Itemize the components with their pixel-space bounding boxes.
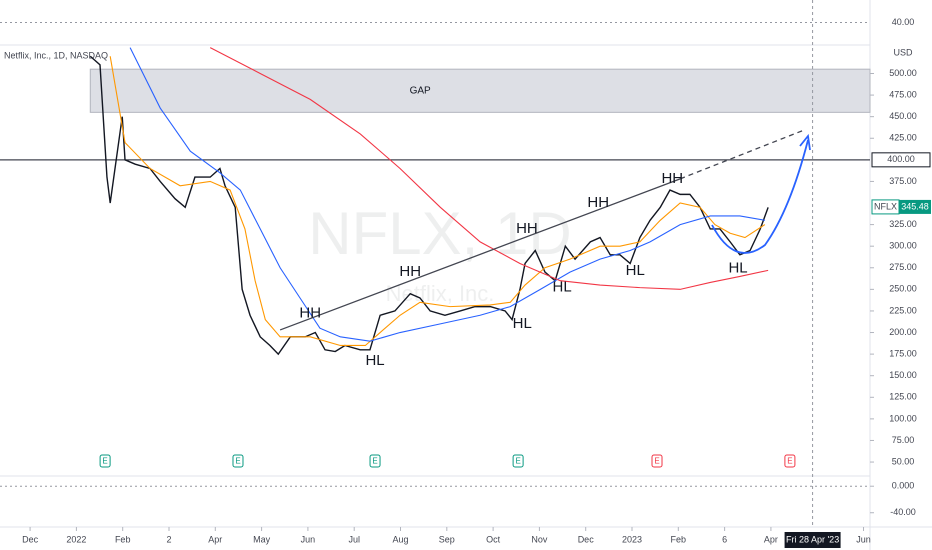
price-tag: 345.48 xyxy=(901,201,929,211)
y-tick-label: 75.00 xyxy=(892,435,915,445)
y-tick-label: 500.00 xyxy=(889,68,917,78)
x-tick-label: Jun xyxy=(856,534,871,544)
trendline-projection xyxy=(679,129,806,180)
x-tick-label: 2022 xyxy=(66,534,86,544)
moving-average xyxy=(209,47,769,290)
y-tick-label: 450.00 xyxy=(889,111,917,121)
y-tick-label: 125.00 xyxy=(889,392,917,402)
x-tick-label: Dec xyxy=(22,534,39,544)
price-tag-symbol: NFLX xyxy=(874,201,897,211)
x-tick-label: Feb xyxy=(115,534,131,544)
moving-average xyxy=(129,47,765,342)
x-tick-label: May xyxy=(253,534,271,544)
watermark: NFLX, 1D xyxy=(308,200,571,267)
earnings-marker xyxy=(651,454,663,468)
macd-tick-label: -40.00 xyxy=(890,507,916,517)
trendline xyxy=(279,178,681,331)
pattern-label: HH xyxy=(516,220,538,237)
earnings-label: E xyxy=(102,457,107,466)
pattern-label: HL xyxy=(626,262,645,279)
currency: USD xyxy=(893,47,913,57)
y-tick-label: 150.00 xyxy=(889,370,917,380)
earnings-marker xyxy=(99,454,111,468)
projection-arrow xyxy=(711,139,809,254)
chart-title: Netflix, Inc., 1D, NASDAQ xyxy=(4,50,108,60)
crosshair-date-bg xyxy=(784,532,841,548)
x-tick-label: Oct xyxy=(486,534,501,544)
x-tick-label: 2023 xyxy=(622,534,642,544)
y-tick-label: 325.00 xyxy=(889,219,917,229)
y-tick-label: 175.00 xyxy=(889,348,917,358)
earnings-marker xyxy=(232,454,244,468)
earnings-marker xyxy=(512,454,524,468)
earnings-label: E xyxy=(235,457,240,466)
pattern-label: HH xyxy=(587,194,609,211)
x-tick-label: Sep xyxy=(439,534,455,544)
x-tick-label: 6 xyxy=(722,534,727,544)
earnings-label: E xyxy=(372,457,377,466)
x-tick-label: Nov xyxy=(531,534,548,544)
y-tick-label: 300.00 xyxy=(889,241,917,251)
pattern-label: HL xyxy=(553,279,572,296)
macd-tick-label: 0.000 xyxy=(892,481,915,491)
pattern-label: HL xyxy=(365,352,384,369)
y-tick-label: 275.00 xyxy=(889,262,917,272)
x-tick-label: Jul xyxy=(348,534,360,544)
pattern-label: HL xyxy=(728,260,747,277)
x-tick-label: Apr xyxy=(208,534,222,544)
crosshair-date: Fri 28 Apr '23 xyxy=(786,534,839,544)
price-line xyxy=(89,55,769,356)
y-tick-label: 50.00 xyxy=(892,456,915,466)
pattern-label: HH xyxy=(661,170,683,187)
projection-arrowhead xyxy=(799,133,811,151)
y-tick-label: 250.00 xyxy=(889,284,917,294)
pattern-label: HH xyxy=(399,263,421,280)
y-tick-label: 375.00 xyxy=(889,176,917,186)
x-tick-label: Jun xyxy=(301,534,316,544)
gap-label: GAP xyxy=(410,85,431,96)
price-tag-bg xyxy=(899,199,931,214)
x-tick-label: Aug xyxy=(392,534,408,544)
earnings-marker xyxy=(784,454,796,468)
level-tag xyxy=(871,152,931,168)
pattern-label: HL xyxy=(513,315,532,332)
earnings-label: E xyxy=(654,457,659,466)
gap-zone xyxy=(89,68,871,113)
earnings-label: E xyxy=(515,457,520,466)
rsi-tick-label: 40.00 xyxy=(892,17,915,27)
earnings-label: E xyxy=(787,457,792,466)
earnings-marker xyxy=(369,454,381,468)
y-tick-label: 425.00 xyxy=(889,133,917,143)
level-label: 400.00 xyxy=(887,154,915,164)
x-tick-label: Feb xyxy=(671,534,687,544)
x-tick-label: 2 xyxy=(166,534,171,544)
y-tick-label: 200.00 xyxy=(889,327,917,337)
x-tick-label: Dec xyxy=(578,534,595,544)
y-tick-label: 225.00 xyxy=(889,305,917,315)
moving-average xyxy=(109,56,766,347)
pattern-label: HH xyxy=(299,305,321,322)
y-tick-label: 100.00 xyxy=(889,413,917,423)
x-tick-label: Apr xyxy=(764,534,778,544)
y-tick-label: 475.00 xyxy=(889,89,917,99)
